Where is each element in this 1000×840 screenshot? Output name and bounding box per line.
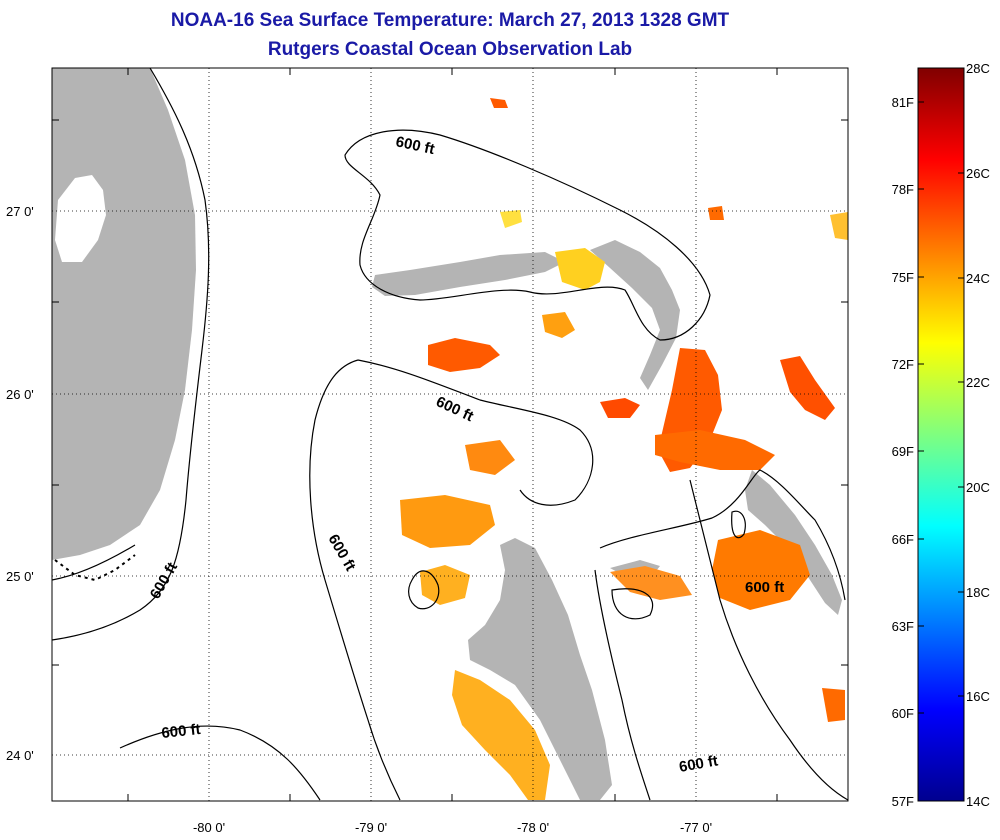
colorbar-celsius-label: 20C [966, 480, 990, 495]
colorbar-fahrenheit-label: 57F [892, 794, 914, 809]
lake-okeechobee [55, 175, 106, 262]
lat-tick-label: 26 0' [6, 387, 34, 402]
contour-label: 600 ft [147, 560, 181, 602]
lat-tick-label: 25 0' [6, 569, 34, 584]
florida-keys [54, 554, 136, 582]
sst-patches [400, 98, 848, 800]
abaco-land [590, 240, 680, 390]
lon-tick-label: -78 0' [517, 820, 549, 835]
florida-land [52, 68, 196, 560]
colorbar-fahrenheit-label: 81F [892, 95, 914, 110]
graticule [52, 68, 848, 801]
andros-land [468, 538, 612, 800]
grand-bahama-land [372, 252, 565, 296]
colorbar-celsius-label: 14C [966, 794, 990, 809]
contour-label: 600 ft [433, 393, 476, 425]
contour-label: 600 ft [161, 721, 202, 742]
eleuthera-land [745, 470, 842, 615]
map-subtitle: Rutgers Coastal Ocean Observation Lab [267, 39, 633, 60]
colorbar-fahrenheit-label: 75F [892, 270, 914, 285]
colorbar-fahrenheit-label: 72F [892, 357, 914, 372]
lon-tick-label: -80 0' [193, 820, 225, 835]
isobath-lines [52, 68, 848, 801]
map-frame [51, 67, 849, 802]
contour-label: 600 ft [394, 133, 436, 158]
colorbar-fahrenheit-label: 69F [892, 444, 914, 459]
lon-tick-label: -79 0' [355, 820, 387, 835]
colorbar-celsius-label: 26C [966, 166, 990, 181]
colorbar-fahrenheit-label: 60F [892, 706, 914, 721]
lat-tick-label: 27 0' [6, 204, 34, 219]
colorbar-fahrenheit-label: 63F [892, 619, 914, 634]
contour-label: 600 ft [678, 752, 720, 776]
minor-ticks [52, 68, 848, 801]
lon-tick-label: -77 0' [680, 820, 712, 835]
colorbar-ticks [918, 67, 964, 714]
colorbar-fahrenheit-label: 78F [892, 182, 914, 197]
colorbar [917, 67, 965, 802]
colorbar-celsius-label: 22C [966, 375, 990, 390]
contour-label: 600 ft [745, 579, 784, 596]
map-title: NOAA-16 Sea Surface Temperature: March 2… [170, 10, 730, 31]
contour-label: 600 ft [325, 532, 359, 574]
colorbar-celsius-label: 24C [966, 271, 990, 286]
colorbar-fahrenheit-label: 66F [892, 532, 914, 547]
lat-tick-label: 24 0' [6, 748, 34, 763]
colorbar-celsius-label: 18C [966, 585, 990, 600]
colorbar-celsius-label: 28C [966, 61, 990, 76]
colorbar-celsius-label: 16C [966, 689, 990, 704]
